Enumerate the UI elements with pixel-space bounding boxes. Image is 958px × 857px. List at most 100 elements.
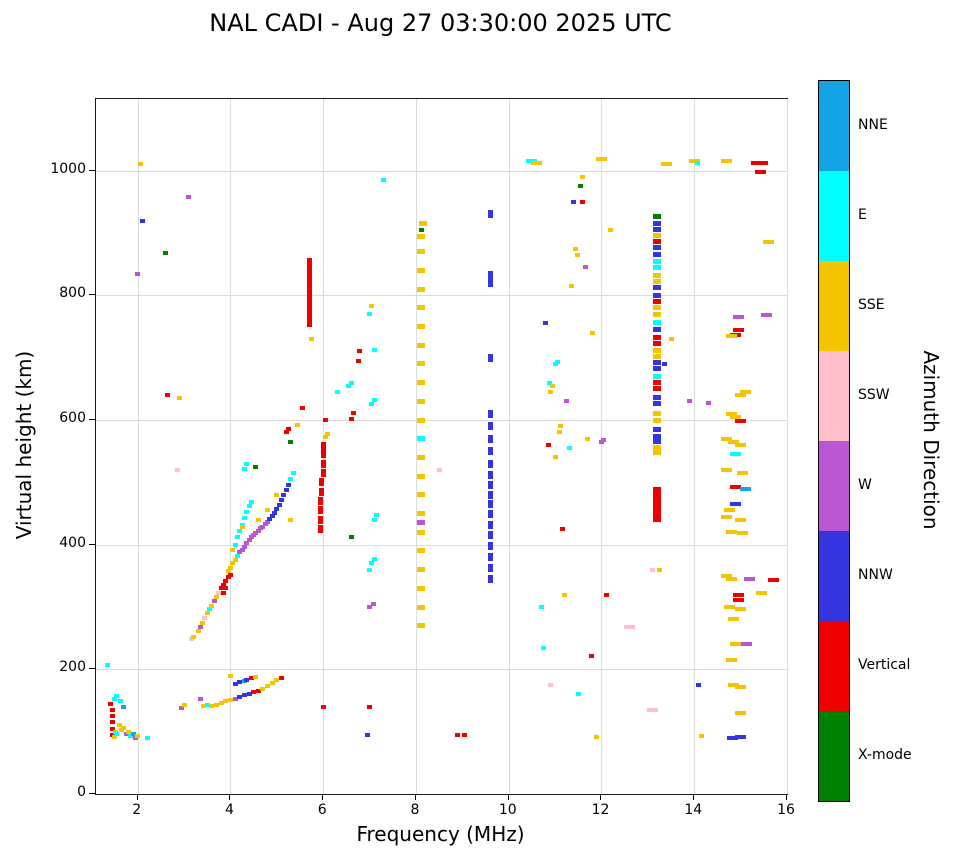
data-point xyxy=(754,169,766,174)
data-point xyxy=(653,411,662,417)
data-point xyxy=(721,514,733,519)
data-point xyxy=(653,444,662,450)
data-point xyxy=(653,417,662,423)
colorbar-category-label: W xyxy=(858,477,872,493)
data-point xyxy=(272,510,278,515)
data-point xyxy=(561,592,567,597)
data-point xyxy=(487,564,493,573)
data-point xyxy=(367,312,373,317)
data-point xyxy=(668,336,674,341)
data-point xyxy=(730,642,742,647)
data-point xyxy=(320,450,326,459)
x-tick-label: 4 xyxy=(225,802,234,818)
data-point xyxy=(487,459,493,468)
data-point xyxy=(735,684,747,689)
data-point xyxy=(653,497,662,503)
gridline-vertical xyxy=(601,99,603,794)
y-tick-mark xyxy=(89,793,95,794)
data-point xyxy=(588,653,594,658)
data-point xyxy=(487,271,493,280)
data-point xyxy=(367,704,373,709)
data-point xyxy=(487,278,493,287)
data-point xyxy=(255,688,261,693)
data-point xyxy=(416,585,425,591)
data-point xyxy=(269,681,275,686)
data-point xyxy=(732,328,744,333)
data-point xyxy=(566,446,572,451)
gridline-vertical xyxy=(137,99,139,794)
data-point xyxy=(730,414,742,419)
data-point xyxy=(416,436,425,442)
data-point xyxy=(653,311,662,317)
data-point xyxy=(350,410,356,415)
data-point xyxy=(119,728,124,733)
data-point xyxy=(369,303,375,308)
data-point xyxy=(721,436,733,441)
data-point xyxy=(234,553,240,558)
data-point xyxy=(225,575,231,580)
data-point xyxy=(757,161,769,166)
data-point xyxy=(204,703,210,708)
data-point xyxy=(589,330,595,335)
data-point xyxy=(369,402,375,407)
data-point xyxy=(653,360,662,366)
data-point xyxy=(653,341,662,347)
data-point xyxy=(267,517,273,522)
data-point xyxy=(730,501,742,506)
data-point xyxy=(594,734,600,739)
data-point xyxy=(487,434,493,443)
data-point xyxy=(121,725,127,730)
data-point xyxy=(653,487,662,493)
data-point xyxy=(202,615,208,620)
data-point xyxy=(137,162,143,167)
data-point xyxy=(653,449,662,455)
x-tick-mark xyxy=(136,794,138,800)
data-point xyxy=(227,572,233,577)
data-point xyxy=(246,538,252,543)
data-point xyxy=(227,673,233,678)
data-point xyxy=(260,524,266,529)
data-point xyxy=(728,617,740,622)
data-point xyxy=(721,573,733,578)
colorbar-category-label: NNE xyxy=(858,117,888,133)
colorbar-segment-nnw xyxy=(819,531,849,621)
y-tick-mark xyxy=(89,668,95,670)
data-point xyxy=(416,324,425,329)
data-point xyxy=(557,430,563,435)
data-point xyxy=(318,525,324,534)
x-tick-label: 10 xyxy=(498,802,517,818)
data-point xyxy=(487,531,493,540)
data-point xyxy=(223,699,229,704)
data-point xyxy=(416,529,425,535)
data-point xyxy=(578,184,584,189)
data-point xyxy=(735,419,747,424)
colorbar-category-label: SSW xyxy=(858,387,890,403)
chart-title: NAL CADI - Aug 27 03:30:00 2025 UTC xyxy=(209,9,672,37)
data-point xyxy=(265,507,271,512)
data-point xyxy=(487,553,493,562)
data-point xyxy=(723,605,735,609)
data-point xyxy=(725,657,737,662)
data-point xyxy=(487,353,493,362)
data-point xyxy=(416,398,425,404)
x-axis-label: Frequency (MHz) xyxy=(356,822,525,846)
data-point xyxy=(755,591,767,596)
data-point xyxy=(487,470,493,479)
data-point xyxy=(656,567,662,572)
data-point xyxy=(661,361,667,366)
data-point xyxy=(558,424,564,429)
data-point xyxy=(580,174,586,179)
data-point xyxy=(436,467,442,472)
data-point xyxy=(416,548,425,554)
data-point xyxy=(381,178,387,183)
data-point xyxy=(348,535,354,540)
data-point xyxy=(109,726,115,731)
data-point xyxy=(545,442,551,447)
data-point xyxy=(730,452,742,457)
data-point xyxy=(244,510,250,515)
data-point xyxy=(251,690,257,695)
data-point xyxy=(653,226,662,232)
x-tick-mark xyxy=(600,794,602,800)
data-point xyxy=(227,697,233,702)
